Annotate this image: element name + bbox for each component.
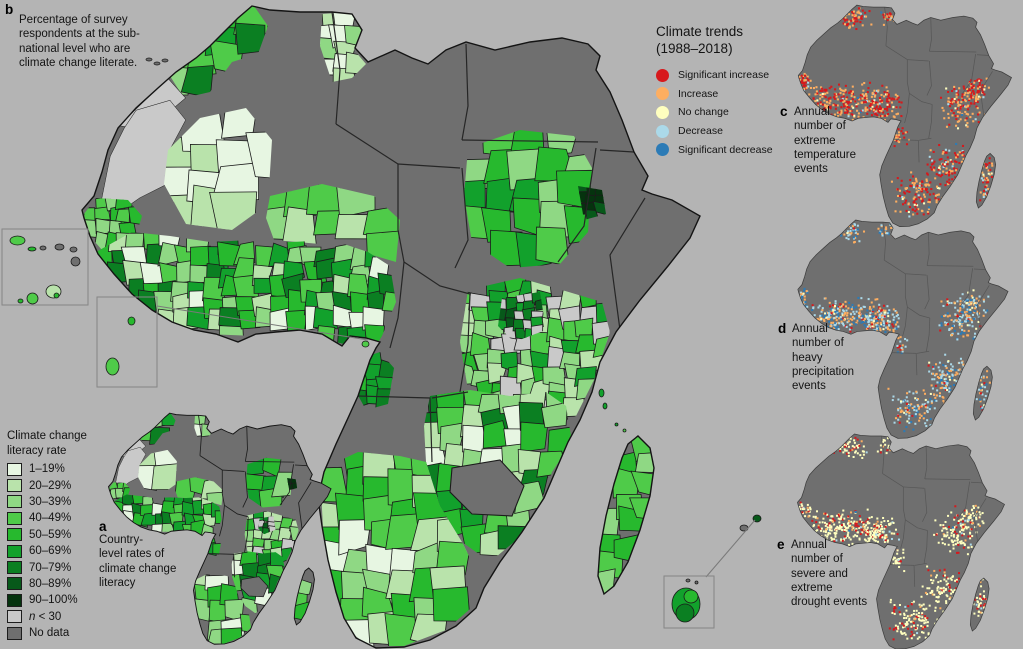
trend-color-dot xyxy=(656,87,669,101)
drought-map xyxy=(797,433,1005,649)
trend-legend-label: Significant decrease xyxy=(678,143,773,156)
literacy-legend-label: 70–79% xyxy=(29,561,72,574)
islands-and-insets xyxy=(1,57,762,629)
literacy-legend-item: No data xyxy=(7,625,107,641)
precipitation-map xyxy=(797,219,1009,439)
literacy-legend: Climate change literacy rate 1–19% 20–29%… xyxy=(7,429,107,641)
trends-legend-subtitle: (1988–2018) xyxy=(656,40,733,56)
literacy-legend-item: 20–29% xyxy=(7,477,107,493)
capeverde-inset xyxy=(1,228,89,306)
trend-legend-item: Increase xyxy=(656,85,871,104)
panel-b-caption: Percentage of survey respondents at the … xyxy=(19,14,140,69)
literacy-legend-label: 20–29% xyxy=(29,479,72,492)
literacy-color-swatch xyxy=(7,544,22,558)
mauritius-inset xyxy=(663,519,756,629)
literacy-legend-label: n < 30 xyxy=(29,610,62,623)
panel-e-letter: e xyxy=(777,537,785,552)
literacy-legend-title: Climate change literacy rate xyxy=(7,430,87,457)
trend-legend-item: No change xyxy=(656,103,871,122)
literacy-color-swatch xyxy=(7,561,22,575)
literacy-legend-item: 60–69% xyxy=(7,543,107,559)
trend-legend-label: Decrease xyxy=(678,125,723,138)
trend-legend-item: Decrease xyxy=(656,122,871,141)
literacy-color-swatch xyxy=(7,479,22,493)
literacy-legend-item: 30–39% xyxy=(7,494,107,510)
trend-color-dot xyxy=(656,68,669,82)
literacy-legend-item: n < 30 xyxy=(7,609,107,625)
literacy-legend-label: No data xyxy=(29,627,70,640)
literacy-legend-label: 40–49% xyxy=(29,512,72,525)
trends-legend-title-text: Climate trends xyxy=(656,24,744,39)
panel-c-caption: Annual number of extreme temperature eve… xyxy=(794,106,857,176)
trend-legend-item: Significant increase xyxy=(656,66,871,85)
trend-legend-label: Significant increase xyxy=(678,69,770,82)
literacy-legend-item: 50–59% xyxy=(7,527,107,543)
literacy-legend-item: 90–100% xyxy=(7,592,107,608)
literacy-legend-label: 50–59% xyxy=(29,528,72,541)
literacy-color-swatch xyxy=(7,577,22,591)
literacy-color-swatch xyxy=(7,495,22,509)
trend-legend-label: Increase xyxy=(678,87,719,100)
literacy-legend-label: 80–89% xyxy=(29,577,72,590)
saotome-inset xyxy=(96,296,369,388)
literacy-legend-label: 1–19% xyxy=(29,463,65,476)
climate-trends-legend: Climate trends (1988–2018) Significant i… xyxy=(656,24,871,159)
panel-d-caption: Annual number of heavy precipitation eve… xyxy=(792,323,855,393)
panel-b-letter: b xyxy=(5,2,14,17)
trends-legend-title: Climate trends (1988–2018) xyxy=(656,24,871,57)
literacy-legend-items: 1–19% 20–29% 30–39% 40–49% 50–59% 60–69% 70–79… xyxy=(7,461,107,641)
literacy-legend-label: 30–39% xyxy=(29,495,72,508)
country-map xyxy=(108,412,332,645)
literacy-legend-item: 40–49% xyxy=(7,510,107,526)
literacy-color-swatch xyxy=(7,626,22,640)
trend-color-dot xyxy=(656,124,669,138)
literacy-color-swatch xyxy=(7,462,22,476)
trend-color-dot xyxy=(656,143,669,157)
literacy-legend-item: 1–19% xyxy=(7,461,107,477)
literacy-color-swatch xyxy=(7,593,22,607)
panel-a-caption: Country- level rates of climate change l… xyxy=(99,534,177,589)
trends-legend-items: Significant increase Increase No change Dec… xyxy=(656,66,871,159)
trend-legend-label: No change xyxy=(678,106,729,119)
panel-a-letter: a xyxy=(99,519,107,534)
trend-color-dot xyxy=(656,105,669,119)
main-map xyxy=(81,5,701,649)
literacy-color-swatch xyxy=(7,610,22,624)
literacy-legend-item: 70–79% xyxy=(7,559,107,575)
literacy-color-swatch xyxy=(7,528,22,542)
panel-e-caption: Annual number of severe and extreme drou… xyxy=(791,539,868,609)
panel-d-letter: d xyxy=(778,321,787,336)
literacy-legend-label: 60–69% xyxy=(29,545,72,558)
trend-legend-item: Significant decrease xyxy=(656,140,871,159)
literacy-legend-label: 90–100% xyxy=(29,594,78,607)
literacy-legend-item: 80–89% xyxy=(7,576,107,592)
panel-c-letter: c xyxy=(780,104,788,119)
literacy-color-swatch xyxy=(7,511,22,525)
